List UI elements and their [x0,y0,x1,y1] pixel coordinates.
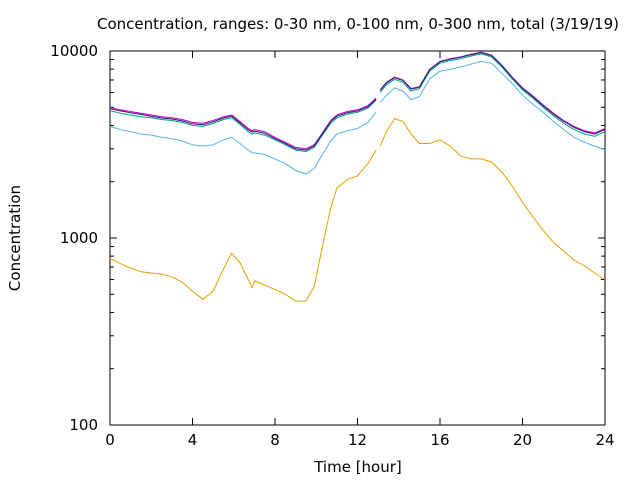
series-line-5 [109,52,606,151]
y-tick-label: 1000 [60,229,98,247]
x-tick-label: 20 [513,431,532,449]
x-axis-label: Time [hour] [313,458,402,476]
series-line-4 [109,51,606,150]
x-tick-label: 12 [348,431,367,449]
series-line-3 [109,53,606,152]
series-line-1 [109,118,606,302]
chart-title: Concentration, ranges: 0-30 nm, 0-100 nm… [97,15,619,33]
series-line-2 [109,60,606,175]
y-axis-label: Concentration [6,185,24,291]
y-tick-label: 10000 [50,42,98,60]
x-tick-label: 4 [188,431,198,449]
x-tick-label: 24 [595,431,614,449]
plot-frame [109,50,606,426]
x-tick-label: 16 [430,431,449,449]
x-tick-label: 8 [270,431,280,449]
x-tick-label: 0 [105,431,115,449]
tick-labels: 0 4 8 12 16 20 24 100 1000 10000 [50,42,614,449]
series-layer [109,51,606,302]
axis-ticks [109,50,606,426]
y-tick-label: 100 [69,416,98,434]
